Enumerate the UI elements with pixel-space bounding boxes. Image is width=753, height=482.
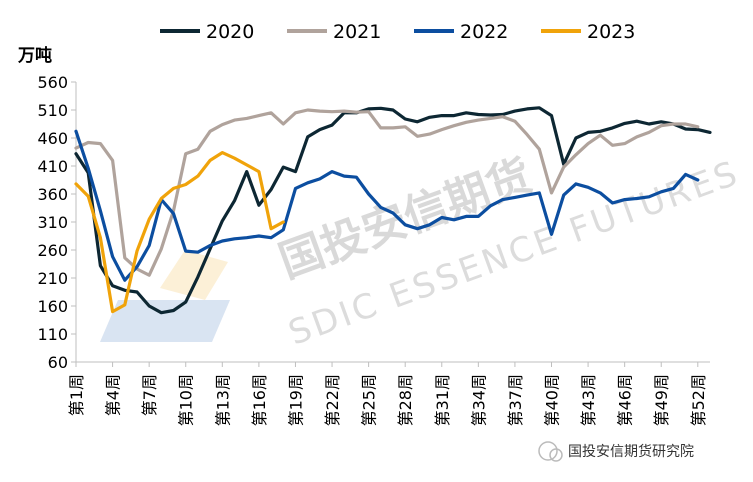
x-tick-label: 第19周 <box>286 374 305 426</box>
y-tick-label: 310 <box>37 213 68 232</box>
y-tick-label: 260 <box>37 241 68 260</box>
legend-label-2022: 2022 <box>460 21 508 43</box>
x-tick-label: 第1周 <box>67 374 86 416</box>
y-unit-label: 万吨 <box>17 45 52 66</box>
x-tick-label: 第25周 <box>360 374 379 426</box>
y-tick-label: 560 <box>37 73 68 92</box>
legend: 2020 2021 2022 2023 <box>160 21 635 43</box>
x-tick-label: 第4周 <box>104 374 123 416</box>
x-tick-label: 第31周 <box>433 374 452 426</box>
y-tick-label: 460 <box>37 129 68 148</box>
x-axis: 第1周 第4周 第7周 第10周 第13周 第16周 第19周 第22周 第25周 第28周 第31… <box>67 361 710 426</box>
series-line-2020 <box>74 106 712 315</box>
credit: 国投安信期货研究院 <box>538 441 694 462</box>
wechat-icon-dot <box>549 448 563 462</box>
watermark-logo-blue <box>100 300 230 342</box>
y-tick-label: 110 <box>37 325 68 344</box>
credit-text: 国投安信期货研究院 <box>568 443 694 460</box>
x-tick-label: 第46周 <box>616 374 635 426</box>
x-tick-label: 第10周 <box>177 374 196 426</box>
x-tick-label: 第43周 <box>579 374 598 426</box>
x-tick-label: 第34周 <box>469 374 488 426</box>
x-tick-label: 第49周 <box>652 374 671 426</box>
y-tick-label: 360 <box>37 185 68 204</box>
y-tick-label: 210 <box>37 269 68 288</box>
series-line-2023 <box>74 151 285 314</box>
x-tick-label: 第37周 <box>506 374 525 426</box>
series-line-2021 <box>74 108 700 277</box>
x-tick-label: 第16周 <box>250 374 269 426</box>
wechat-icon <box>538 441 558 461</box>
legend-label-2023: 2023 <box>587 21 635 43</box>
series-line-2022 <box>74 129 700 282</box>
y-tick-label: 510 <box>37 101 68 120</box>
y-tick-label: 160 <box>37 297 68 316</box>
series-layer <box>74 106 712 315</box>
x-tick-label: 第22周 <box>323 374 342 426</box>
x-tick-label: 第40周 <box>543 374 562 426</box>
y-tick-label: 410 <box>37 157 68 176</box>
x-tick-label: 第28周 <box>396 374 415 426</box>
y-axis: 60 110 160 210 260 310 360 410 460 510 560 <box>37 73 77 372</box>
y-tick-label: 60 <box>48 353 68 372</box>
x-tick-label: 第7周 <box>140 374 159 416</box>
legend-label-2020: 2020 <box>206 21 254 43</box>
legend-label-2021: 2021 <box>333 21 381 43</box>
x-tick-label: 第52周 <box>689 374 708 426</box>
watermark-logo-gold <box>160 250 228 300</box>
x-tick-label: 第13周 <box>213 374 232 426</box>
